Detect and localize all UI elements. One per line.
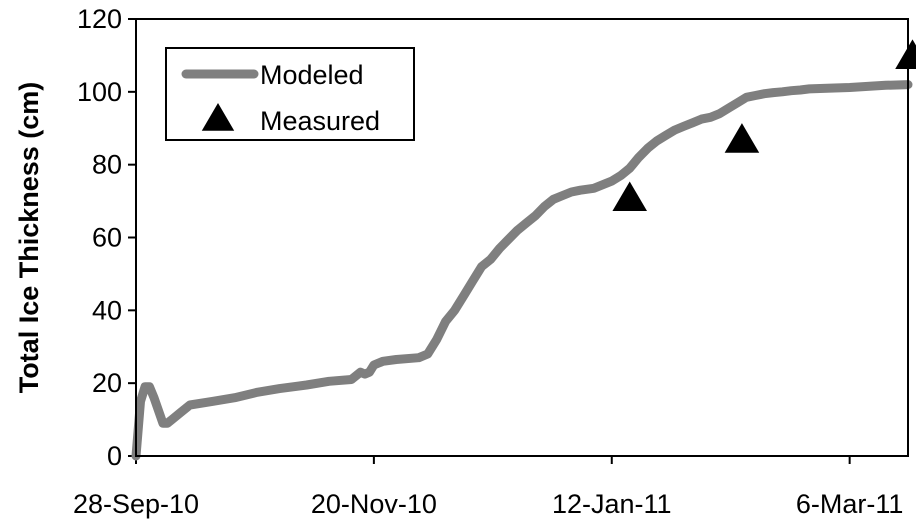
y-tick-label: 80 [92,150,122,180]
x-tick-label: 28-Sep-10 [73,489,199,519]
legend-modeled-label: Modeled [260,60,364,90]
x-axis-ticks: 28-Sep-10 20-Nov-10 12-Jan-11 6-Mar-11 [73,456,903,519]
x-tick-label: 20-Nov-10 [311,489,437,519]
legend-measured-label: Measured [260,106,380,136]
plot-frame [135,18,909,457]
y-tick-label: 20 [92,368,122,398]
x-tick-label: 6-Mar-11 [796,489,904,519]
y-tick-label: 40 [92,295,122,325]
y-axis-ticks: 0 20 40 60 80 100 120 [77,4,136,471]
measured-point [612,181,648,212]
measured-point [724,123,760,153]
modeled-series-line [131,80,913,461]
legend-measured-swatch [201,103,235,131]
x-tick-label: 12-Jan-11 [552,489,672,519]
y-axis-title: Total Ice Thickness (cm) [14,82,44,394]
y-tick-label: 100 [77,77,122,107]
measured-point [895,39,916,70]
series-layer [131,39,916,461]
y-tick-label: 0 [107,441,122,471]
legend: Modeled Measured [165,47,415,141]
y-tick-label: 120 [77,4,122,34]
y-tick-label: 60 [92,223,122,253]
